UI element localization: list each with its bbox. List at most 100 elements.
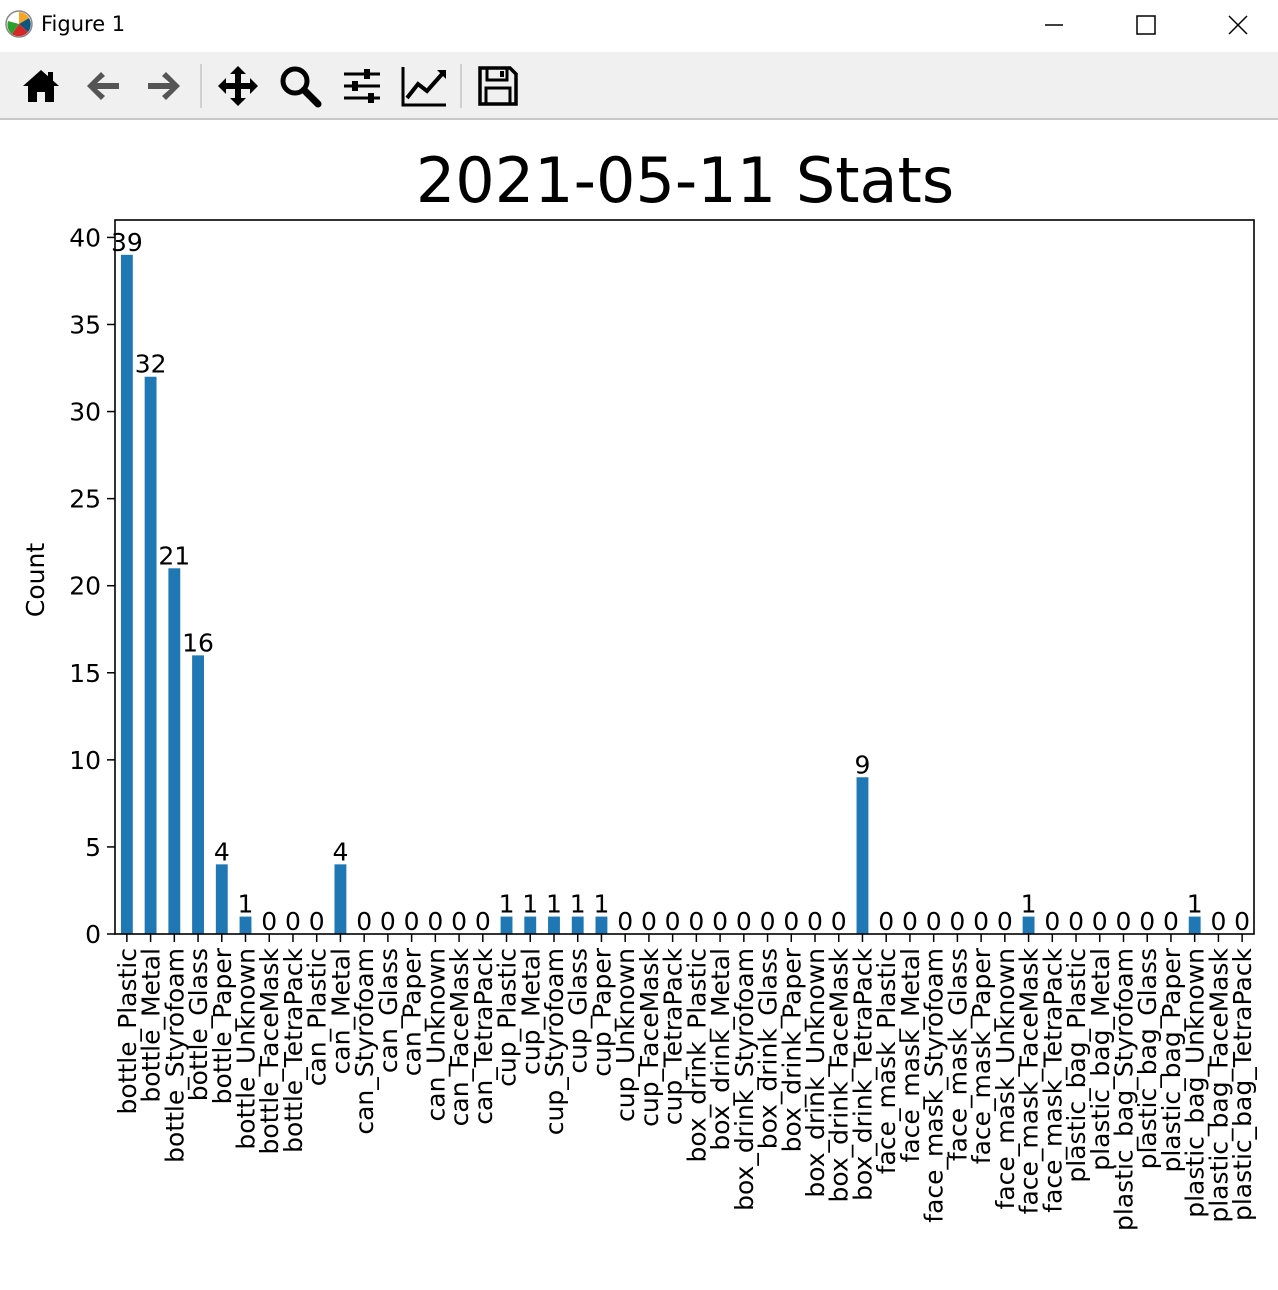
- bar-value-label: 0: [1092, 907, 1108, 936]
- x-tick-label: plastic_bag_Styrofoam: [1109, 948, 1138, 1231]
- bar-value-label: 1: [522, 890, 538, 919]
- save-icon: [478, 66, 518, 106]
- x-tick-label: cup_Metal: [516, 948, 545, 1075]
- bar-value-label: 4: [332, 837, 348, 866]
- window-title: Figure 1: [41, 12, 126, 36]
- x-tick-label: face_mask_FaceMask: [1015, 947, 1044, 1214]
- x-tick-label: bottle_Unknown: [232, 948, 261, 1150]
- matplotlib-logo-icon: [5, 10, 33, 38]
- bar-value-label: 0: [973, 907, 989, 936]
- zoom-button[interactable]: [276, 62, 324, 110]
- bar-value-label: 9: [855, 750, 871, 779]
- bar-value-label: 0: [760, 907, 776, 936]
- subplots-button[interactable]: [338, 62, 386, 110]
- bar: [856, 777, 869, 934]
- x-tick-label: box_drink_Glass: [754, 948, 783, 1149]
- x-tick-label: can_Paper: [398, 947, 427, 1076]
- x-tick-label: box_drink_Unknown: [801, 948, 830, 1198]
- y-axis-label: Count: [21, 543, 50, 617]
- subplots-icon: [344, 69, 380, 103]
- x-tick-label: can_Plastic: [303, 948, 332, 1086]
- x-tick-label: box_drink_Styrofoam: [730, 948, 759, 1211]
- bar-value-label: 1: [1021, 890, 1037, 919]
- bar-value-label: 0: [356, 907, 372, 936]
- y-axis: 0 5 10 15 20 25 30 35 40: [69, 223, 115, 949]
- x-tick-label: face_mask_Paper: [967, 947, 996, 1164]
- y-tick-label: 15: [69, 659, 101, 688]
- bar-value-label: 0: [878, 907, 894, 936]
- x-tick-label: plastic_bag_Paper: [1157, 947, 1186, 1172]
- bar-value-label: 0: [1163, 907, 1179, 936]
- bar-value-label: 0: [926, 907, 942, 936]
- bar-value-label: 0: [902, 907, 918, 936]
- x-tick-label: plastic_bag_Plastic: [1062, 948, 1091, 1183]
- bar-value-label: 0: [261, 907, 277, 936]
- bar-value-label: 0: [475, 907, 491, 936]
- bar-value-label: 1: [238, 890, 254, 919]
- x-tick-label: plastic_bag_TetraPack: [1228, 947, 1257, 1221]
- bar-value-label: 1: [499, 890, 515, 919]
- bar-chart: 2021-05-11 Stats Count 0510152025303540 …: [21, 144, 1257, 1231]
- bar: [192, 655, 204, 934]
- bar-value-label: 0: [807, 907, 823, 936]
- y-tick-label: 10: [69, 746, 101, 775]
- bar-value-label: 4: [214, 837, 230, 866]
- minimize-button[interactable]: [1008, 0, 1100, 50]
- plot-frame: [114, 219, 1255, 935]
- home-button[interactable]: [17, 62, 65, 110]
- toolbar-separator: [460, 64, 462, 108]
- pan-button[interactable]: [214, 62, 262, 110]
- bar-value-label: 0: [309, 907, 325, 936]
- edit-axis-icon: [401, 67, 446, 107]
- x-tick-label: face_mask_Glass: [943, 948, 972, 1161]
- x-tick-label: can_Styrofoam: [350, 948, 379, 1135]
- x-tick-label: face_mask_Plastic: [872, 948, 901, 1174]
- bar-value-label: 0: [641, 907, 657, 936]
- bar: [239, 916, 252, 934]
- x-tick-label: cup_FaceMask: [635, 947, 664, 1126]
- bar-value-label: 0: [1116, 907, 1132, 936]
- bar-value-label: 0: [1210, 907, 1226, 936]
- minimize-icon: [1045, 24, 1063, 26]
- forward-button[interactable]: [140, 62, 188, 110]
- x-tick-label: cup_Paper: [587, 947, 616, 1076]
- bar-value-label: 0: [617, 907, 633, 936]
- x-tick-label: face_mask_Metal: [896, 948, 925, 1162]
- bar-value-label: 16: [182, 628, 214, 657]
- bar-value-label: 0: [831, 907, 847, 936]
- bar: [548, 916, 560, 934]
- navigation-toolbar: [0, 52, 1278, 120]
- x-tick-label: face_mask_Unknown: [991, 948, 1020, 1209]
- x-tick-label: plastic_bag_Glass: [1133, 948, 1162, 1169]
- bar-value-label: 32: [135, 350, 167, 379]
- x-tick-label: cup_Glass: [564, 948, 593, 1074]
- back-icon: [87, 72, 119, 100]
- x-tick-label: can_Glass: [374, 948, 403, 1073]
- x-tick-label: bottle_Styrofoam: [160, 948, 189, 1163]
- bar-value-label: 0: [665, 907, 681, 936]
- save-button[interactable]: [474, 62, 522, 110]
- bar-value-label: 39: [111, 228, 143, 257]
- bar-value-label: 0: [712, 907, 728, 936]
- bar-value-label: 1: [570, 890, 586, 919]
- bar-value-label: 0: [451, 907, 467, 936]
- x-tick-label: bottle_Metal: [137, 948, 166, 1103]
- bar: [571, 916, 584, 934]
- y-tick-label: 20: [69, 572, 101, 601]
- edit-axis-button[interactable]: [400, 62, 448, 110]
- maximize-button[interactable]: [1100, 0, 1192, 50]
- bar: [120, 254, 133, 934]
- bar-value-label: 0: [1044, 907, 1060, 936]
- close-button[interactable]: [1192, 0, 1278, 50]
- chart-title: 2021-05-11 Stats: [416, 144, 954, 217]
- back-button[interactable]: [79, 62, 127, 110]
- x-tick-label: bottle_TetraPack: [279, 947, 308, 1152]
- bar: [168, 568, 181, 934]
- x-tick-label: cup_Styrofoam: [540, 948, 569, 1135]
- zoom-icon: [280, 66, 322, 108]
- bar-value-label: 0: [783, 907, 799, 936]
- bar-value-label: 0: [427, 907, 443, 936]
- bar: [215, 864, 228, 934]
- x-tick-label: can_Unknown: [421, 948, 450, 1121]
- x-tick-label: cup_TetraPack: [659, 947, 688, 1125]
